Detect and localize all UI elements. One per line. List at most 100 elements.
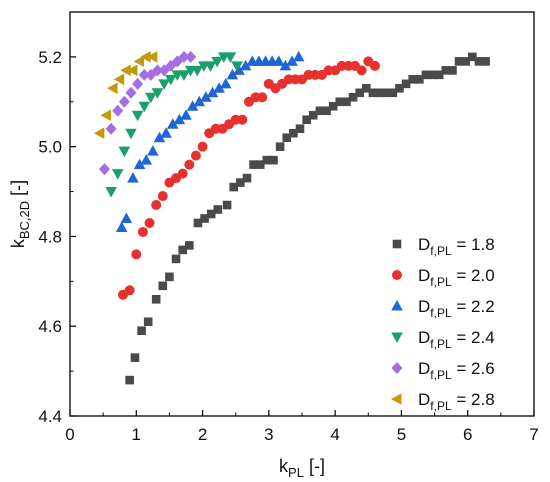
data-point [140,154,153,165]
data-point [151,88,164,99]
data-point [126,64,138,77]
axes: 0 1 2 3 4 5 6 7 4.4 4.6 4.8 5.0 5.2 [38,48,538,444]
data-point [158,79,170,90]
legend-item: Df,PL = 1.8 [392,235,495,258]
data-point [186,100,199,111]
data-point [193,218,203,228]
data-point [408,75,417,84]
data-point [356,65,367,76]
x-tick-label: 4 [330,425,339,444]
data-point [118,95,130,108]
legend-label: Df,PL = 2.4 [418,328,495,351]
x-tick-label: 3 [264,425,273,444]
data-point [415,75,424,84]
data-point [213,82,225,93]
data-point [348,92,358,102]
data-point [143,317,153,327]
y-tick-label: 5.0 [38,138,62,157]
x-tick-label: 6 [463,425,472,444]
data-point [133,55,145,68]
data-point [193,95,206,107]
data-point [421,70,431,80]
data-point [153,131,166,143]
data-point [236,178,245,187]
data-point [120,212,133,223]
series-2 [118,56,380,300]
data-point [369,60,380,71]
data-point [315,106,325,116]
legend-label: Df,PL = 2.8 [418,390,495,413]
data-point [292,50,305,62]
data-point [151,200,162,211]
data-point [133,158,146,170]
data-point [151,294,161,304]
data-point [105,187,117,198]
data-point [461,57,471,66]
data-point [118,146,131,158]
data-point [206,86,219,98]
data-point [468,52,477,62]
x-tick-label: 5 [397,425,406,444]
data-point [322,106,331,116]
data-point [180,109,192,120]
data-point [474,57,484,66]
x-tick-label: 2 [198,425,207,444]
data-point [401,79,411,89]
data-point [302,115,311,125]
data-point [137,226,148,237]
data-point [233,64,245,75]
data-point [125,86,137,99]
legend-item: Df,PL = 2.4 [391,328,495,351]
data-point [273,55,285,66]
data-point [164,74,177,86]
data-point [146,51,158,63]
data-point [441,66,451,75]
data-point [138,101,151,113]
data-point [286,55,298,66]
data-point [185,241,194,250]
data-point [158,281,168,291]
data-point [206,209,216,219]
data-point [275,142,285,151]
legend-marker [391,300,403,311]
data-point [395,84,404,93]
x-tick-label: 7 [529,425,538,444]
data-point [279,59,292,71]
data-point [100,109,111,122]
y-tick-label: 4.8 [38,227,62,246]
data-point [93,127,105,139]
data-point [269,155,278,165]
legend-marker [391,362,403,374]
series-4 [105,52,243,198]
data-point [224,52,237,63]
x-tick-label: 0 [65,425,74,444]
legend-marker [392,270,402,280]
data-point [145,92,157,104]
data-point [130,353,140,362]
data-point [237,114,248,125]
data-point [213,205,223,214]
data-point [222,200,232,210]
data-point [190,150,201,161]
legend-label: Df,PL = 2.6 [418,359,495,382]
data-point [481,57,490,66]
data-point [178,245,187,255]
data-point [184,159,195,170]
data-point [113,73,125,86]
data-point [120,64,131,77]
data-point [454,57,464,66]
data-point [132,77,144,90]
series-1 [125,52,490,385]
legend-marker [391,332,403,343]
data-point [125,375,134,385]
data-point [131,249,142,260]
legend-label: Df,PL = 2.2 [418,297,495,320]
data-point [229,182,239,192]
data-point [289,128,298,138]
data-point [178,70,190,81]
data-point [166,118,179,129]
data-point [98,163,110,176]
data-point [165,59,177,72]
data-point [448,66,457,75]
